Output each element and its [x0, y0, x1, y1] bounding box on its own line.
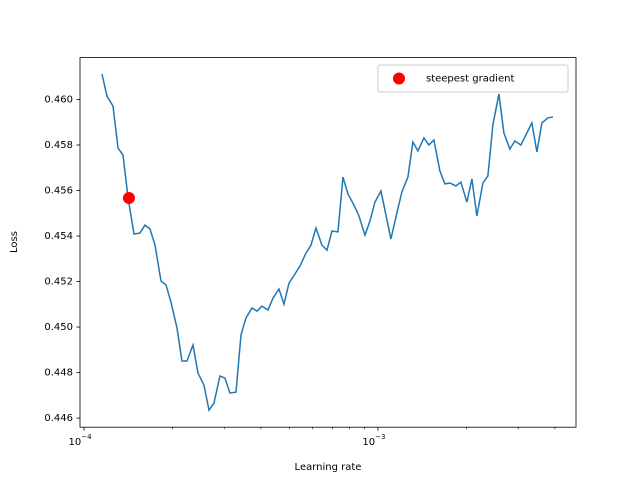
y-tick-label: 0.460 [44, 94, 73, 105]
x-tick-label: 10−4 [68, 433, 92, 448]
axes-frame [79, 57, 577, 428]
legend-box [377, 64, 569, 93]
y-tick-label: 0.450 [44, 322, 73, 333]
y-tick-label: 0.448 [44, 368, 73, 379]
x-tick-base: 10 [68, 437, 81, 448]
x-tick-exponent: −3 [375, 433, 385, 441]
x-tick-base: 10 [362, 437, 375, 448]
legend-label: steepest gradient [426, 74, 514, 85]
y-tick-label: 0.446 [44, 413, 73, 424]
legend-marker [393, 72, 405, 85]
y-tick-label: 0.456 [44, 186, 73, 197]
y-tick-label: 0.452 [44, 277, 73, 288]
loss-line [101, 73, 554, 412]
scatter-point [122, 192, 135, 205]
y-axis-label: Loss [9, 231, 20, 253]
x-axis-label: Learning rate [295, 462, 362, 473]
x-tick-exponent: −4 [81, 433, 92, 441]
y-tick-label: 0.458 [44, 140, 73, 151]
y-tick-label: 0.454 [44, 231, 73, 242]
x-tick-label: 10−3 [362, 433, 385, 448]
